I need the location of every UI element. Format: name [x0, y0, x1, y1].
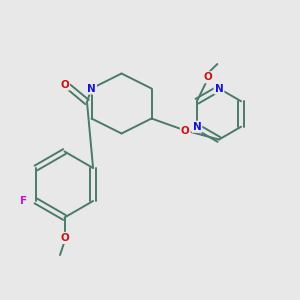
Text: O: O [60, 80, 69, 90]
Text: O: O [181, 125, 190, 136]
Text: N: N [87, 83, 96, 94]
Text: F: F [20, 196, 27, 206]
Text: O: O [60, 233, 69, 243]
Text: O: O [203, 72, 212, 82]
Text: N: N [193, 122, 201, 132]
Text: N: N [214, 83, 224, 94]
